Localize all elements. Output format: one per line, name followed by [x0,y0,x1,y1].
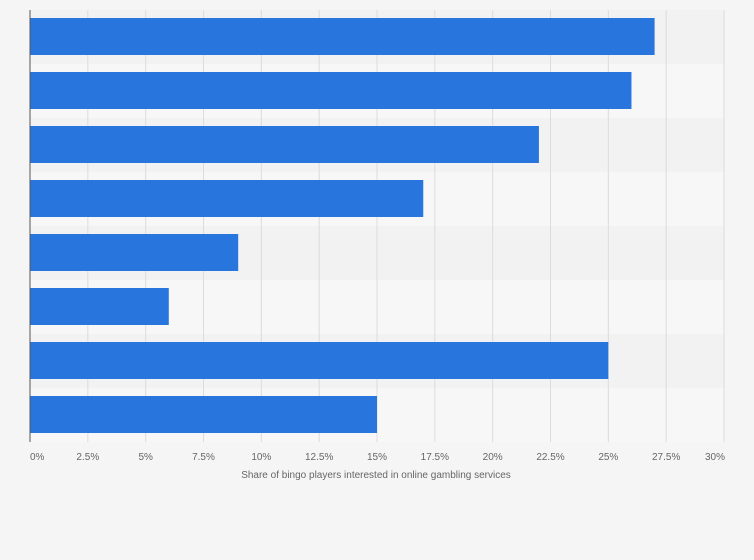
x-tick-label: 22.5% [536,452,564,463]
bar[interactable] [30,288,169,325]
x-tick-label: 30% [705,452,725,463]
bar[interactable] [30,126,539,163]
x-tick-label: 10% [251,452,271,463]
x-tick-label: 15% [367,452,387,463]
bar[interactable] [30,180,424,217]
x-tick-label: 2.5% [76,452,99,463]
x-tick-labels: 0% 2.5% 5% 7.5% 10% 12.5% 15% 17.5% 20% 22.5% 25% 2… [30,452,725,463]
x-tick-label: 5% [138,452,153,463]
bar[interactable] [30,234,239,271]
bars [30,18,655,433]
x-tick-label: 0% [30,452,45,463]
x-tick-label: 17.5% [421,452,449,463]
bar[interactable] [30,72,632,109]
x-tick-label: 25% [598,452,618,463]
x-tick-label: 20% [483,452,503,463]
x-tick-label: 7.5% [192,452,215,463]
x-tick-label: 27.5% [652,452,680,463]
x-axis-title: Share of bingo players interested in onl… [241,470,511,481]
x-tick-label: 12.5% [305,452,333,463]
bar[interactable] [30,342,609,379]
bar[interactable] [30,18,655,55]
bar[interactable] [30,396,377,433]
